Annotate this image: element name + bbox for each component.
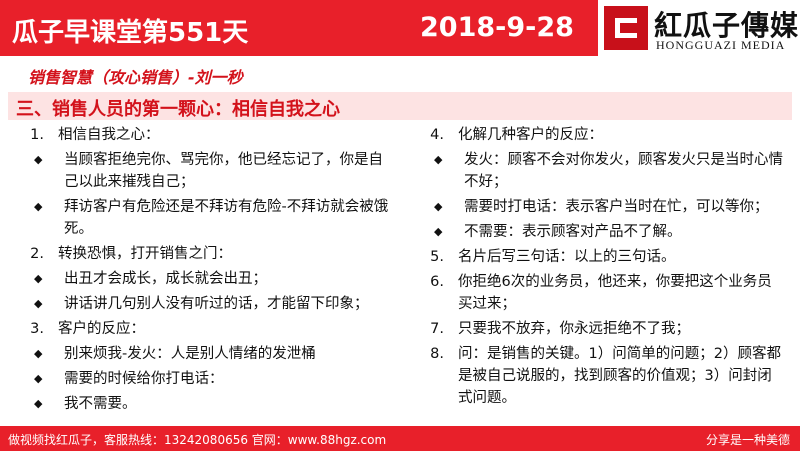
logo: 紅瓜子傳媒 HONGGUAZI MEDIA <box>598 0 800 56</box>
bullet-text: 发火：顾客不会对你发火，顾客发火只是当时心情不好； <box>464 152 783 190</box>
item-number: 2. <box>30 246 44 262</box>
item-number: 6. <box>430 274 444 290</box>
item-number: 8. <box>430 346 444 362</box>
header-title: 瓜子早课堂第551天 <box>12 18 249 48</box>
bullet-text: 出丑才会成长，成长就会出丑； <box>64 271 267 287</box>
bullet-item: ◆ 出丑才会成长，成长就会出丑； <box>34 268 396 290</box>
list-item: 7. 只要我不放弃，你永远拒绝不了我； <box>416 318 786 340</box>
list-item: 2. 转换恐惧，打开销售之门： <box>16 243 396 265</box>
logo-icon <box>604 6 648 50</box>
bullet-item: ◆ 当顾客拒绝完你、骂完你，他已经忘记了，你是自己以此来摧残自己； <box>34 149 396 193</box>
bullet-icon: ◆ <box>34 153 43 166</box>
bullet-text: 需要时打电话：表示客户当时在忙，可以等你； <box>464 199 769 215</box>
bullet-item: ◆ 我不需要。 <box>34 393 396 415</box>
item-number: 4. <box>430 127 444 143</box>
logo-name: 紅瓜子傳媒 <box>654 9 800 42</box>
item-number: 5. <box>430 249 444 265</box>
list-item: 6. 你拒绝6次的业务员，他还来，你要把这个业务员买过来； <box>416 271 786 315</box>
bullet-icon: ◆ <box>34 372 43 385</box>
bullet-text: 拜访客户有危险还是不拜访有危险-不拜访就会被饿死。 <box>64 199 389 237</box>
header-bar: 瓜子早课堂第551天 2018-9-28 紅瓜子傳媒 HONGGUAZI MED… <box>0 0 800 56</box>
bullet-icon: ◆ <box>34 397 43 410</box>
bullet-text: 当顾客拒绝完你、骂完你，他已经忘记了，你是自己以此来摧残自己； <box>64 152 383 190</box>
bullet-item: ◆ 需要的时候给你打电话： <box>34 368 396 390</box>
item-text: 只要我不放弃，你永远拒绝不了我； <box>458 321 690 337</box>
list-item: 3. 客户的反应： <box>16 318 396 340</box>
bullet-text: 别来烦我-发火：人是别人情绪的发泄桶 <box>64 346 316 362</box>
bullet-icon: ◆ <box>34 347 43 360</box>
left-column: 1. 相信自我之心： ◆ 当顾客拒绝完你、骂完你，他已经忘记了，你是自己以此来摧残自己… <box>16 124 396 418</box>
item-number: 1. <box>30 127 44 143</box>
item-text: 问：是销售的关键。1）问简单的问题；2）顾客都是被自己说服的，找到顾客的价值观；… <box>458 346 781 406</box>
bullet-item: ◆ 别来烦我-发火：人是别人情绪的发泄桶 <box>34 343 396 365</box>
bullet-icon: ◆ <box>34 272 43 285</box>
bullet-icon: ◆ <box>434 200 443 213</box>
bullet-icon: ◆ <box>434 225 443 238</box>
item-text: 化解几种客户的反应： <box>458 127 603 143</box>
item-text: 相信自我之心： <box>58 127 160 143</box>
footer-bar: 做视频找红瓜子，客服热线：13242080656 官网：www.88hgz.co… <box>0 426 800 451</box>
bullet-icon: ◆ <box>34 200 43 213</box>
list-item: 5. 名片后写三句话：以上的三句话。 <box>416 246 786 268</box>
item-number: 3. <box>30 321 44 337</box>
list-item: 1. 相信自我之心： <box>16 124 396 146</box>
list-item: 8. 问：是销售的关键。1）问简单的问题；2）顾客都是被自己说服的，找到顾客的价值… <box>416 343 786 409</box>
section-title: 三、销售人员的第一颗心：相信自我之心 <box>16 99 340 120</box>
bullet-text: 讲话讲几句别人没有听过的话，才能留下印象； <box>64 296 369 312</box>
right-column: 4. 化解几种客户的反应： ◆ 发火：顾客不会对你发火，顾客发火只是当时心情不好； ◆ 需… <box>416 124 786 412</box>
bullet-item: ◆ 需要时打电话：表示客户当时在忙，可以等你； <box>434 196 786 218</box>
logo-subtitle: HONGGUAZI MEDIA <box>656 38 786 52</box>
bullet-text: 需要的时候给你打电话： <box>64 371 224 387</box>
bullet-item: ◆ 不需要：表示顾客对产品不了解。 <box>434 221 786 243</box>
footer-slogan: 分享是一种美德 <box>705 433 790 447</box>
item-text: 你拒绝6次的业务员，他还来，你要把这个业务员买过来； <box>458 274 772 312</box>
item-text: 客户的反应： <box>58 321 145 337</box>
item-text: 转换恐惧，打开销售之门： <box>58 246 232 262</box>
bullet-item: ◆ 发火：顾客不会对你发火，顾客发火只是当时心情不好； <box>434 149 786 193</box>
header-date: 2018-9-28 <box>420 12 574 43</box>
bullet-text: 不需要：表示顾客对产品不了解。 <box>464 224 682 240</box>
bullet-item: ◆ 拜访客户有危险还是不拜访有危险-不拜访就会被饿死。 <box>34 196 396 240</box>
section-band: 三、销售人员的第一颗心：相信自我之心 <box>8 92 792 120</box>
subtitle: 销售智慧（攻心销售）-刘一秒 <box>28 68 243 87</box>
footer-contact: 做视频找红瓜子，客服热线：13242080656 官网：www.88hgz.co… <box>8 433 387 447</box>
item-number: 7. <box>430 321 444 337</box>
bullet-icon: ◆ <box>434 153 443 166</box>
item-text: 名片后写三句话：以上的三句话。 <box>458 249 676 265</box>
list-item: 4. 化解几种客户的反应： <box>416 124 786 146</box>
bullet-icon: ◆ <box>34 297 43 310</box>
bullet-text: 我不需要。 <box>64 396 137 412</box>
bullet-item: ◆ 讲话讲几句别人没有听过的话，才能留下印象； <box>34 293 396 315</box>
